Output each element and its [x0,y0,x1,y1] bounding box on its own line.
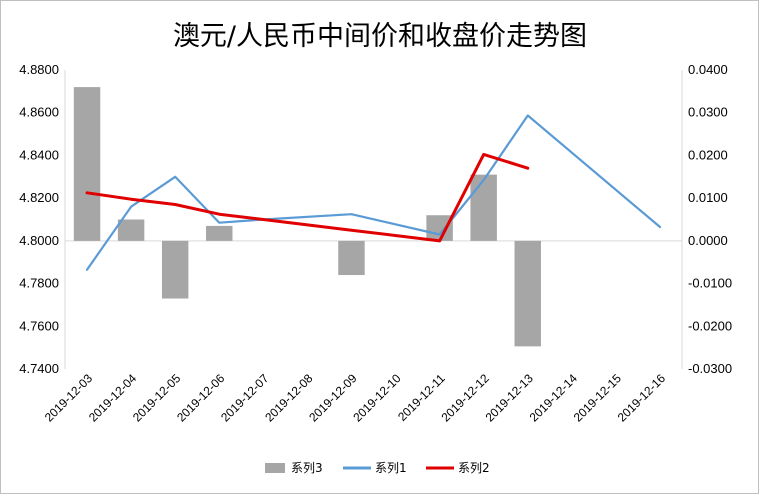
legend-label: 系列2 [458,461,490,475]
legend-label: 系列3 [291,461,323,475]
axes-group: 4.8800 4.8600 4.8400 4.8200 4.8000 4.7800 4.76… [19,62,732,376]
legend: 系列3 系列1 系列2 [265,461,490,475]
left-tick-label: 4.7600 [19,318,59,333]
x-tick-label: 2019-12-16 [615,371,669,425]
right-tick-label: 0.0000 [688,233,728,248]
right-tick-label: 0.0100 [688,190,728,205]
left-tick-label: 4.7800 [19,276,59,291]
bar [73,87,101,241]
left-tick-label: 4.8200 [19,190,59,205]
left-tick-label: 4.7400 [19,361,59,376]
series-line [85,114,662,271]
left-tick-label: 4.8400 [19,147,59,162]
right-tick-label: 0.0200 [688,147,728,162]
bar [514,240,541,347]
bar [338,240,365,276]
left-tick-label: 4.8800 [19,62,59,77]
bar [206,225,233,241]
series-line [85,152,530,243]
right-tick-label: 0.0300 [688,105,728,120]
x-tick-label: 2019-12-10 [350,371,404,425]
right-tick-label: -0.0300 [688,361,732,376]
bar [426,215,453,241]
right-tick-label: -0.0200 [688,318,732,333]
left-tick-label: 4.8000 [19,233,59,248]
right-tick-label: 0.0400 [688,62,728,77]
bars-group [73,87,541,347]
right-tick-label: -0.0100 [688,276,732,291]
x-tick-labels: 2019-12-032019-12-042019-12-052019-12-06… [42,371,668,425]
left-tick-label: 4.8600 [19,105,59,120]
lines-group [85,114,662,271]
bar [117,219,145,241]
legend-swatch-bar [265,463,285,473]
bar [470,174,497,241]
bar [161,240,189,299]
legend-label: 系列1 [375,461,407,475]
chart-title: 澳元/人民币中间价和收盘价走势图 [173,21,587,52]
